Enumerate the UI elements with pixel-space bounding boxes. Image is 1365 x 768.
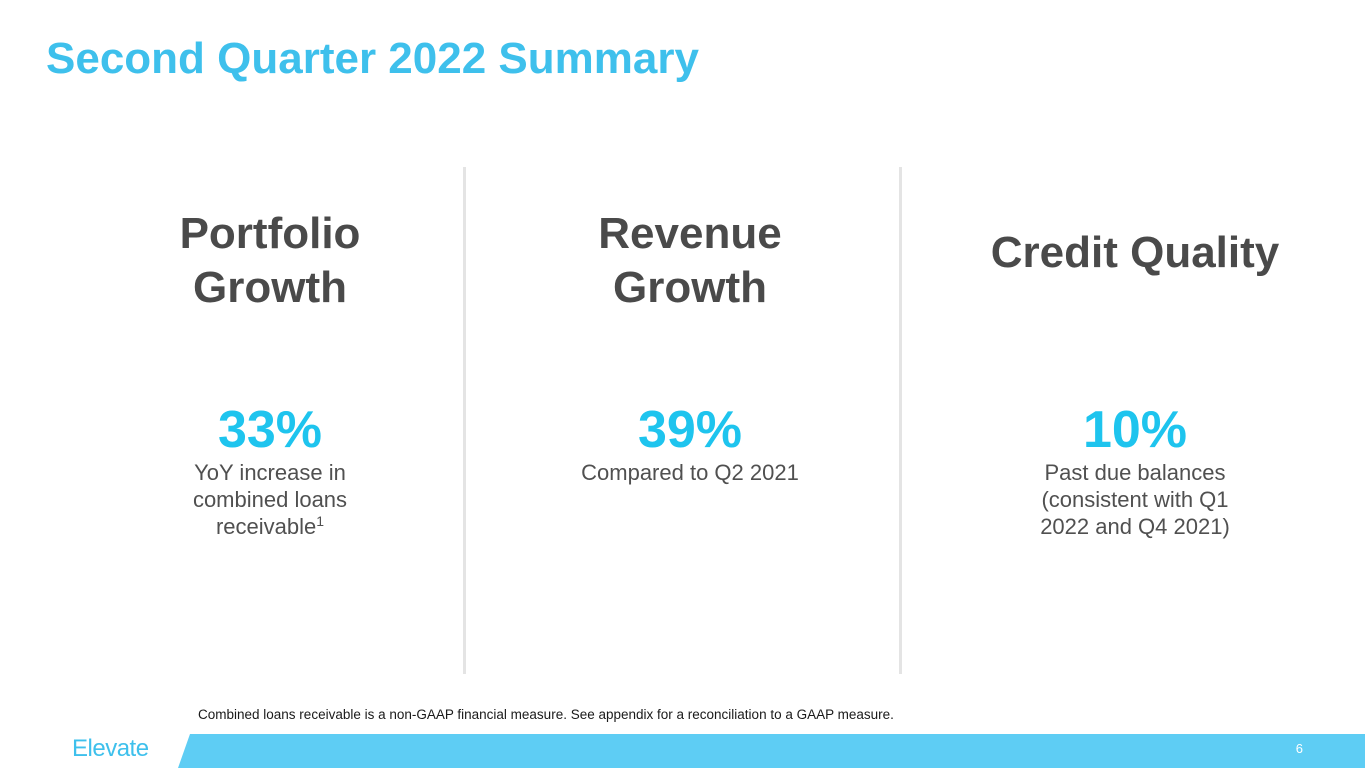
- elevate-logo: Elevate: [72, 735, 149, 762]
- column-heading: Credit Quality: [990, 228, 1280, 277]
- column-divider: [463, 167, 466, 674]
- description-line: Past due balances: [1044, 460, 1226, 485]
- credit-quality-column: Credit Quality 10% Past due balances (co…: [935, 0, 1335, 768]
- description-text: receivable: [215, 514, 317, 539]
- heading-line: Growth: [193, 263, 347, 312]
- footer-band: [178, 734, 1365, 768]
- page-number: 6: [1295, 741, 1303, 756]
- description-line: combined loans: [192, 487, 348, 512]
- column-heading: Portfolio Growth: [80, 207, 460, 315]
- stat-value: 10%: [1082, 401, 1188, 459]
- stat-value: 39%: [637, 401, 743, 459]
- description-line: YoY increase in: [194, 460, 346, 485]
- stat-value: 33%: [217, 401, 323, 459]
- portfolio-growth-column: Portfolio Growth 33% YoY increase in com…: [80, 0, 460, 768]
- column-heading: Revenue Growth: [500, 207, 880, 315]
- description-line: (consistent with Q1: [1041, 487, 1229, 512]
- stat-description: YoY increase in combined loans receivabl…: [80, 459, 460, 540]
- stat-description: Compared to Q2 2021: [500, 459, 880, 486]
- description-line: Compared to Q2 2021: [581, 460, 799, 485]
- description-line: receivable1: [80, 513, 460, 540]
- revenue-growth-column: Revenue Growth 39% Compared to Q2 2021: [500, 0, 880, 768]
- description-line: 2022 and Q4 2021): [1040, 514, 1230, 539]
- heading-line: Growth: [613, 263, 767, 312]
- column-divider: [899, 167, 902, 674]
- footnote: Combined loans receivable is a non-GAAP …: [198, 707, 894, 722]
- heading-line: Portfolio: [179, 209, 361, 258]
- heading-line: Revenue: [598, 209, 782, 258]
- page-title: Second Quarter 2022 Summary: [46, 34, 699, 83]
- stat-description: Past due balances (consistent with Q1 20…: [935, 459, 1335, 540]
- footnote-marker: 1: [316, 513, 325, 529]
- footer-bar: [178, 734, 1365, 768]
